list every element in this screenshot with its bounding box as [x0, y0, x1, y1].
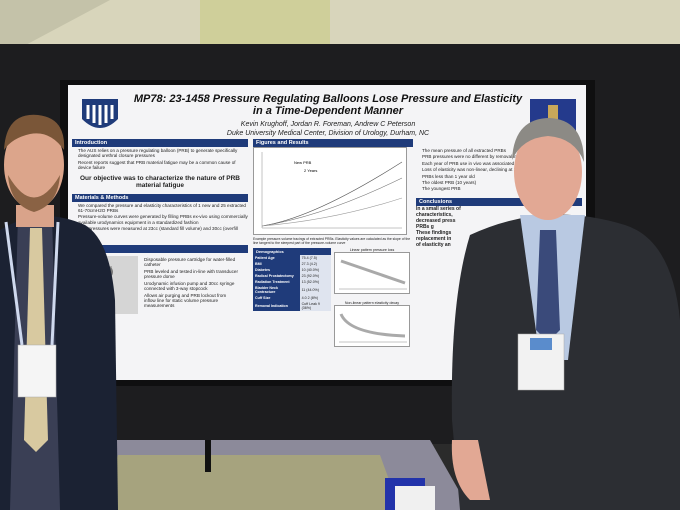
table-key: BMI [253, 261, 300, 267]
demographics: Demographics Patient Age 75.4 (7.5) BMI 27.… [253, 248, 331, 348]
conclusion-line: replacement in [416, 235, 452, 242]
section-heading: Conclusions [416, 197, 582, 206]
conclusion-line: characteristics, [416, 211, 453, 218]
section-heading: Introduction [72, 139, 248, 147]
table-key: Patient Age [253, 255, 300, 261]
table-value: 10 (40.0%) [299, 267, 331, 273]
bullet: The youngest PRB [422, 186, 461, 192]
bullet: We compared the pressure and elasticity … [78, 202, 246, 214]
plot-title: Linear pattern pressure loss [349, 248, 395, 252]
poster-title: MP78: 23-1458 Pressure Regulating Balloo… [133, 93, 523, 117]
table-row: Bladder Neck Contracture 11 (44.0%) [253, 285, 331, 295]
linear-plot [334, 252, 410, 294]
objective: Our objective was to characterize the na… [79, 174, 240, 190]
table-heading: Demographics [253, 248, 331, 255]
table-value: 11 (44.0%) [299, 285, 331, 295]
conclusion-line: PRBs g [416, 223, 434, 230]
table-value: 27.3 (4.2) [299, 261, 331, 267]
section-heading [72, 245, 248, 254]
bullet: The AUS relies on a pressure regulating … [78, 148, 238, 159]
bullet: Loss of elasticity was non-linear, decli… [422, 167, 543, 173]
table-key: Removal Indication [253, 301, 300, 311]
section-heading: Figures and Results [253, 139, 413, 147]
plot-title: Non-linear pattern elasticity decay [344, 301, 400, 305]
bullet: Recent reports suggest that PRB material… [78, 159, 236, 171]
logo [82, 99, 118, 128]
table-row: Patient Age 75.4 (7.5) [253, 255, 331, 261]
table-value: Cuff Leak 9 (36%) [299, 301, 331, 311]
plot-label: New PRB [294, 160, 312, 165]
caption: Example pressure-volume tracings of extr… [253, 237, 411, 245]
demographics-table: Patient Age 75.4 (7.5) BMI 27.3 (4.2) Diabet… [253, 255, 331, 311]
affiliation: Duke University Medical Center, Division… [226, 130, 430, 137]
conclusion-line: In a small series of [416, 205, 461, 212]
plot-label: 2 Years [304, 168, 317, 173]
bullet: The mean pressure of all extracted PRBs [422, 148, 507, 153]
table-key: Radiation Treatment [253, 279, 300, 285]
table-row: Cuff Size 4.0 2 (8%) [253, 295, 331, 301]
bullet: Each year of PRB use in vivo was associa… [422, 160, 574, 166]
conclusion-line: decreased press [416, 217, 456, 224]
table-row: Radiation Treatment 13 (52.0%) [253, 279, 331, 285]
section-heading: Materials & Methods [72, 193, 248, 202]
bullet: Allows air purging and PRB lockout from … [144, 292, 227, 309]
person-left [0, 114, 118, 510]
pressure-volume-plot: New PRB 2 Years [253, 147, 407, 235]
right-column: The mean pressure of all extracted PRBs P… [416, 147, 582, 248]
conclusions-text: In a small series of characteristics, decr… [416, 206, 582, 248]
bullet: The oldest PRB (10 years) [422, 180, 477, 186]
table-key: Diabetes [253, 267, 300, 273]
nonlinear-plot [334, 305, 410, 347]
conclusion-line: These findings [416, 229, 452, 236]
pattern-plots: Linear pattern pressure loss Non-linear … [334, 248, 410, 348]
table-key: Bladder Neck Contracture [253, 285, 300, 295]
table-row: BMI 27.3 (4.2) [253, 261, 331, 267]
table-value: 13 (52.0%) [299, 279, 331, 285]
table-key: Cuff Size [253, 295, 300, 301]
results-figures: Demographics Patient Age 75.4 (7.5) BMI 27.… [253, 248, 413, 348]
table-key: Radical Prostatectomy [253, 273, 300, 279]
table-value: 23 (92.0%) [299, 273, 331, 279]
bullet-list: Disposable pressure cartridge for water-… [138, 256, 238, 314]
bullet: PRB leveled and tested in-line with tran… [144, 268, 238, 280]
table-row: Removal Indication Cuff Leak 9 (36%) [253, 301, 331, 311]
bullet: PRB pressures were no different by remov… [422, 154, 533, 160]
bullet-list: The AUS relies on a pressure regulating … [72, 148, 248, 171]
bullet: Disposable pressure cartridge for water-… [144, 257, 236, 268]
person-right [451, 118, 680, 510]
authors: Kevin Krughoff, Jordan R. Foreman, Andre… [240, 121, 416, 128]
table-value: 75.4 (7.5) [299, 255, 331, 261]
table-value: 4.0 2 (8%) [299, 295, 331, 301]
middle-column: Figures and Results New PRB 2 Years Exam… [253, 139, 413, 348]
bullet: PRBs less than 1 year old [422, 173, 475, 179]
bullet-list: The mean pressure of all extracted PRBs P… [416, 148, 582, 192]
table-row: Diabetes 10 (40.0%) [253, 267, 331, 273]
conclusion-line: of elasticity an [416, 241, 451, 248]
table-row: Radical Prostatectomy 23 (92.0%) [253, 273, 331, 279]
bullet: Pressure-volume curves were generated by… [78, 214, 248, 225]
bullet: Urodynamic infusion pump and 30cc syring… [144, 280, 235, 292]
